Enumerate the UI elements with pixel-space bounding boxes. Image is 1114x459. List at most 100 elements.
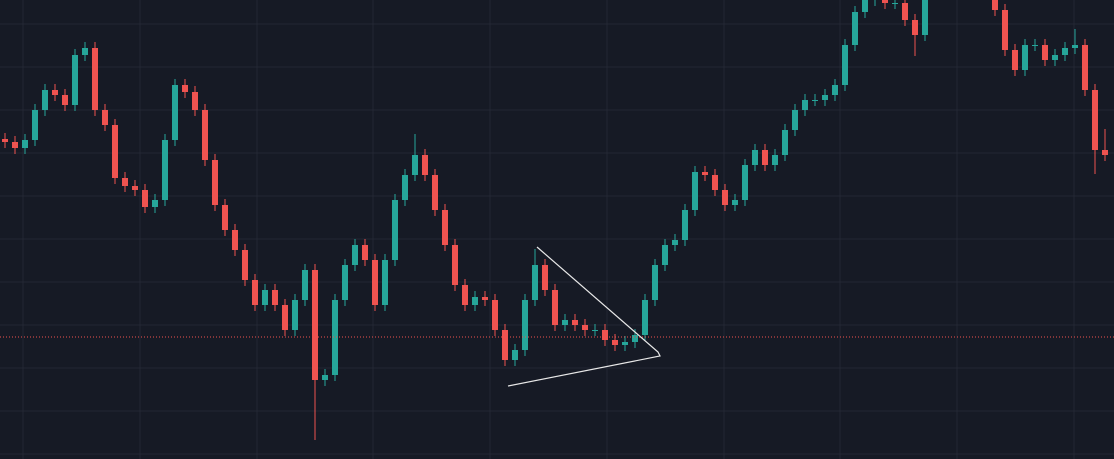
- candle-body: [212, 160, 218, 205]
- candle-body: [182, 85, 188, 92]
- candle-body: [162, 140, 168, 200]
- candle-body: [1072, 45, 1078, 48]
- candle-body: [362, 245, 368, 260]
- candle-body: [552, 290, 558, 325]
- candle-body: [1002, 10, 1008, 50]
- candle-body: [592, 330, 598, 331]
- candle-body: [302, 270, 308, 300]
- candle-body: [692, 172, 698, 210]
- candle-body: [72, 55, 78, 105]
- candle-body: [422, 155, 428, 175]
- candle-body: [512, 350, 518, 360]
- candle-body: [822, 95, 828, 100]
- candle-body: [812, 100, 818, 101]
- candle-body: [732, 200, 738, 205]
- candle-body: [502, 330, 508, 360]
- candle-body: [712, 175, 718, 190]
- candle-body: [612, 340, 618, 345]
- candle-body: [752, 150, 758, 165]
- candle-body: [1092, 90, 1098, 150]
- candle-body: [242, 250, 248, 280]
- candle-body: [252, 280, 258, 305]
- overlay: [0, 246, 1114, 387]
- candle-body: [292, 300, 298, 330]
- candle-body: [722, 190, 728, 205]
- candle-body: [682, 210, 688, 240]
- candle-body: [142, 190, 148, 207]
- candle-body: [632, 335, 638, 342]
- candle-body: [22, 140, 28, 148]
- candle-body: [112, 125, 118, 178]
- candle-body: [532, 265, 538, 300]
- triangle-drawing: [507, 246, 661, 387]
- candle-body: [842, 45, 848, 85]
- candle-body: [42, 90, 48, 110]
- candle-body: [402, 175, 408, 200]
- candle-body: [2, 139, 8, 142]
- candle-body: [882, 0, 888, 3]
- candle-body: [432, 175, 438, 210]
- candle-body: [662, 245, 668, 265]
- candle-body: [832, 85, 838, 95]
- candle-body: [192, 92, 198, 110]
- candle-body: [52, 90, 58, 95]
- candle-body: [232, 230, 238, 250]
- candle-body: [282, 305, 288, 330]
- candle-body: [482, 297, 488, 300]
- candle-body: [762, 150, 768, 165]
- candle-body: [472, 297, 478, 305]
- candle-body: [312, 270, 318, 380]
- candle-body: [802, 100, 808, 110]
- candle-body: [672, 240, 678, 245]
- candle-body: [262, 290, 268, 305]
- candle-body: [1082, 45, 1088, 90]
- candle-body: [62, 95, 68, 105]
- candle-body: [852, 12, 858, 45]
- candle-body: [912, 20, 918, 35]
- candle-body: [442, 210, 448, 245]
- candle-body: [1032, 45, 1038, 46]
- candle-body: [452, 245, 458, 285]
- candle-body: [82, 48, 88, 55]
- candle-body: [1102, 150, 1108, 155]
- candle-body: [782, 130, 788, 155]
- candle-body: [792, 110, 798, 130]
- candle-body: [32, 110, 38, 140]
- candle-body: [742, 165, 748, 200]
- candle-body: [542, 265, 548, 290]
- candle-body: [412, 155, 418, 175]
- candles: [2, 0, 1108, 440]
- candle-body: [992, 0, 998, 10]
- candle-body: [122, 178, 128, 186]
- candle-body: [602, 330, 608, 340]
- candle-body: [462, 285, 468, 305]
- candle-body: [202, 110, 208, 160]
- candle-body: [222, 205, 228, 230]
- candle-body: [892, 3, 898, 4]
- candle-body: [702, 172, 708, 175]
- candle-body: [642, 300, 648, 335]
- candle-body: [382, 260, 388, 305]
- candle-body: [102, 110, 108, 125]
- candle-body: [652, 265, 658, 300]
- candle-body: [12, 142, 18, 148]
- candle-body: [1052, 55, 1058, 60]
- vertical-grid: [22, 0, 1075, 459]
- candle-body: [342, 265, 348, 300]
- candle-body: [1062, 48, 1068, 55]
- candle-body: [172, 85, 178, 140]
- candle-body: [1012, 50, 1018, 70]
- candle-body: [322, 375, 328, 380]
- candle-body: [1022, 45, 1028, 70]
- candle-body: [922, 0, 928, 35]
- candle-body: [392, 200, 398, 260]
- candle-body: [622, 342, 628, 345]
- candle-body: [152, 200, 158, 207]
- candle-body: [92, 48, 98, 110]
- candle-body: [372, 260, 378, 305]
- candle-body: [132, 186, 138, 190]
- candle-body: [862, 0, 868, 12]
